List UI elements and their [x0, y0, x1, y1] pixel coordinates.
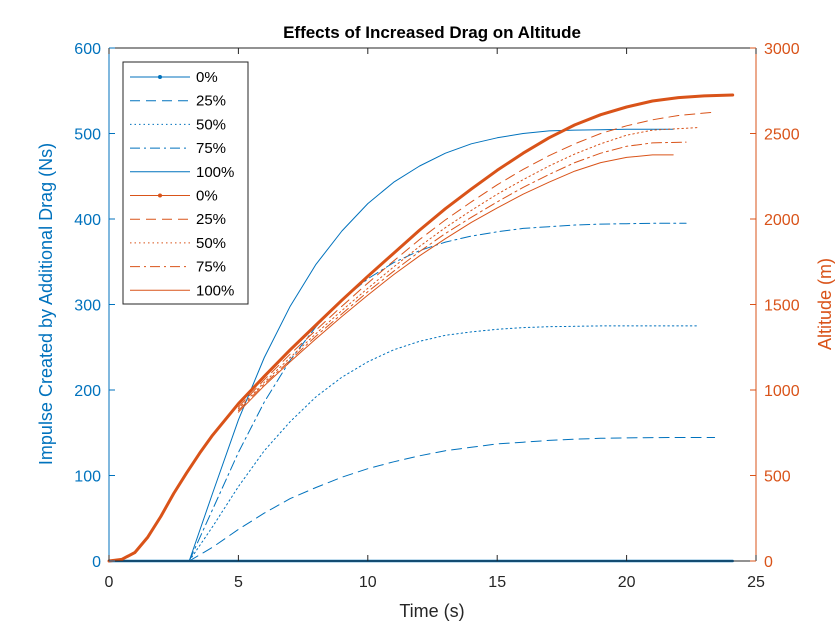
- y-axis-label-left: Impulse Created by Additional Drag (Ns): [36, 143, 56, 465]
- series-line-left-4: [188, 128, 674, 562]
- y-right-tick-label: 2000: [764, 212, 800, 229]
- series-line-left-2: [188, 325, 700, 562]
- y-right-tick-label: 1000: [764, 383, 800, 400]
- ticks-layer: 0 5 10 15 20 25 0 100 200 300 400 500 600 0 500 1000 150…: [74, 41, 799, 591]
- series-line-right-9: [237, 154, 674, 413]
- y-right-tick-label: 1500: [764, 298, 800, 315]
- x-tick-label: 20: [618, 574, 636, 591]
- y-right-tick-label: 2500: [764, 127, 800, 144]
- y-left-tick-label: 0: [92, 554, 101, 571]
- y-left-tick-label: 600: [74, 41, 101, 58]
- y-right-tick-label: 500: [764, 469, 791, 486]
- legend-marker-5: [158, 193, 162, 198]
- y-left-tick-label: 400: [74, 212, 101, 229]
- chart-title: Effects of Increased Drag on Altitude: [283, 23, 581, 42]
- y-left-tick-label: 300: [74, 298, 101, 315]
- x-tick-label: 25: [747, 574, 765, 591]
- x-axis-label: Time (s): [399, 601, 464, 621]
- legend-label-2: 50%: [196, 116, 226, 133]
- series-line-left-1: [188, 437, 716, 562]
- y-left-tick-label: 500: [74, 127, 101, 144]
- y-left-tick-label: 100: [74, 469, 101, 486]
- legend-label-8: 75%: [196, 259, 226, 276]
- series-line-right-5: [107, 93, 735, 563]
- legend-label-7: 50%: [196, 235, 226, 252]
- y-right-tick-label: 0: [764, 554, 773, 571]
- legend-label-4: 100%: [196, 164, 234, 181]
- legend-label-6: 25%: [196, 211, 226, 228]
- legend-label-1: 25%: [196, 93, 226, 110]
- x-tick-label: 10: [359, 574, 377, 591]
- legend-label-9: 100%: [196, 282, 234, 299]
- series-line-right-6: [237, 111, 716, 408]
- legend-box: [122, 61, 249, 305]
- series-line-right-8: [237, 141, 687, 411]
- y-right-tick-label: 3000: [764, 41, 800, 58]
- y-left-tick-label: 200: [74, 383, 101, 400]
- x-tick-label: 15: [488, 574, 506, 591]
- legend-label-3: 75%: [196, 140, 226, 157]
- x-tick-label: 5: [234, 574, 243, 591]
- y-axis-label-right: Altitude (m): [815, 258, 835, 350]
- x-tick-label: 0: [105, 574, 114, 591]
- legend-label-5: 0%: [196, 188, 218, 205]
- legend-marker-0: [158, 75, 162, 79]
- series-line-left-3: [188, 222, 687, 562]
- legend-label-0: 0%: [196, 69, 218, 86]
- legend: 0% 25% 50% 75% 100% 0% 25% 50% 75% 100%: [122, 61, 249, 305]
